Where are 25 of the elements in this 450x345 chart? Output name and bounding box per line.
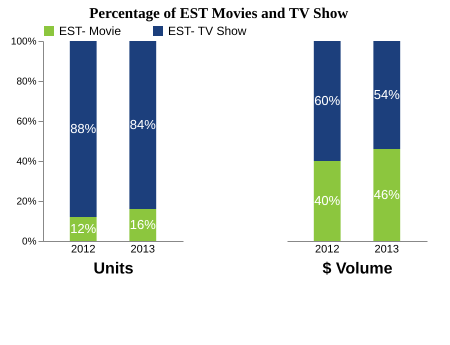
x-tick-label: 2013 bbox=[374, 244, 400, 256]
legend-label: EST- Movie bbox=[59, 24, 122, 38]
legend-label: EST- TV Show bbox=[168, 24, 247, 38]
data-label: 40% bbox=[314, 193, 341, 208]
y-tick-label: 20% bbox=[16, 196, 37, 208]
x-tick-label: 2012 bbox=[70, 244, 96, 256]
y-tick-label: 40% bbox=[16, 156, 37, 168]
y-tick-label: 80% bbox=[16, 76, 37, 88]
bar bbox=[70, 41, 97, 217]
data-label: 60% bbox=[314, 93, 341, 108]
bar bbox=[129, 41, 156, 209]
x-tick-label: 2013 bbox=[130, 244, 156, 256]
y-tick-label: 100% bbox=[10, 36, 37, 48]
data-label: 88% bbox=[70, 121, 97, 136]
y-tick-label: 0% bbox=[22, 236, 37, 248]
x-tick-label: 2012 bbox=[314, 244, 340, 256]
y-tick-label: 60% bbox=[16, 116, 37, 128]
x-axis-title: Units bbox=[94, 260, 134, 278]
x-axis-title: $ Volume bbox=[322, 260, 393, 278]
data-label: 46% bbox=[374, 187, 400, 202]
text: Percentage of EST Movies and TV Show bbox=[89, 6, 348, 22]
data-label: 84% bbox=[130, 117, 156, 132]
data-label: 16% bbox=[130, 217, 156, 232]
data-label: 12% bbox=[70, 221, 97, 236]
data-label: 54% bbox=[374, 87, 400, 102]
